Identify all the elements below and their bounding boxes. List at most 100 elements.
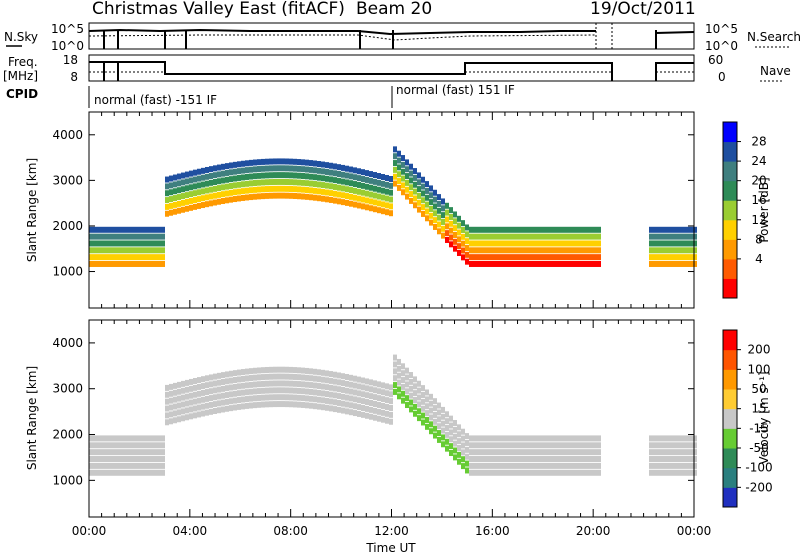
velocity-data-cell <box>581 442 585 449</box>
velocity-data-cell <box>373 387 377 394</box>
velocity-data-cell <box>553 435 557 442</box>
velocity-data-cell <box>469 469 473 476</box>
velocity-data-cell <box>189 385 193 392</box>
power-data-cell <box>649 240 653 247</box>
power-data-cell <box>561 240 565 247</box>
velocity-data-cell <box>497 449 501 456</box>
velocity-data-cell <box>305 395 309 402</box>
velocity-data-cell <box>225 398 229 405</box>
power-data-cell <box>417 179 421 186</box>
velocity-data-cell <box>253 395 257 402</box>
velocity-data-cell <box>481 462 485 469</box>
velocity-data-cell <box>257 374 261 381</box>
velocity-data-cell <box>481 456 485 463</box>
velocity-data-cell <box>197 377 201 384</box>
velocity-data-cell <box>305 374 309 381</box>
power-data-cell <box>497 240 501 247</box>
velocity-data-cell <box>445 431 449 438</box>
velocity-data-cell <box>353 396 357 403</box>
velocity-data-cell <box>489 469 493 476</box>
power-data-cell <box>677 260 681 267</box>
power-data-cell <box>565 260 569 267</box>
power-data-cell <box>377 173 381 180</box>
power-data-cell <box>205 173 209 180</box>
velocity-data-cell <box>593 435 597 442</box>
power-data-cell <box>249 194 253 201</box>
velocity-data-cell <box>469 449 473 456</box>
velocity-data-cell <box>361 404 365 411</box>
power-data-cell <box>521 233 525 240</box>
velocity-data-cell <box>577 469 581 476</box>
power-data-cell <box>305 166 309 173</box>
power-data-cell <box>401 168 405 175</box>
velocity-data-cell <box>457 458 461 465</box>
velocity-data-cell <box>245 375 249 382</box>
power-data-cell <box>125 254 129 261</box>
velocity-data-cell <box>161 449 165 456</box>
velocity-data-cell <box>109 456 113 463</box>
velocity-data-cell <box>285 387 289 394</box>
velocity-data-cell <box>393 375 397 382</box>
velocity-data-cell <box>681 449 685 456</box>
power-data-cell <box>129 233 133 240</box>
power-data-cell <box>145 233 149 240</box>
velocity-data-cell <box>537 462 541 469</box>
power-data-cell <box>529 233 533 240</box>
power-data-cell <box>129 247 133 254</box>
velocity-data-cell <box>309 402 313 409</box>
power-data-cell <box>345 179 349 186</box>
velocity-data-cell <box>445 425 449 432</box>
power-data-cell <box>253 173 257 180</box>
velocity-data-cell <box>349 409 353 416</box>
power-data-cell <box>89 233 93 240</box>
velocity-data-cell <box>325 404 329 411</box>
power-data-cell <box>409 170 413 177</box>
power-data-cell <box>557 247 561 254</box>
velocity-x-ticks: 00:00 04:00 08:00 12:00 16:00 20:00 00:00 <box>72 524 712 538</box>
power-data-cell <box>381 187 385 194</box>
power-data-cell <box>685 254 689 261</box>
power-data-cell <box>401 189 405 196</box>
power-data-cell <box>281 185 285 192</box>
velocity-data-cell <box>93 462 97 469</box>
velocity-data-cell <box>157 442 161 449</box>
power-data-cell <box>689 240 693 247</box>
power-data-cell <box>149 254 153 261</box>
noise-panel: N.Sky N.Search 10^5 10^0 10^5 10^0 <box>4 22 800 53</box>
velocity-data-cell <box>453 433 457 440</box>
power-data-cell <box>557 226 561 233</box>
power-data-cell <box>489 254 493 261</box>
velocity-data-cell <box>345 380 349 387</box>
velocity-data-cell <box>369 400 373 407</box>
nave-trace <box>89 71 694 75</box>
power-data-cell <box>121 226 125 233</box>
power-data-cell <box>141 247 145 254</box>
velocity-data-cell <box>369 379 373 386</box>
velocity-data-cell <box>257 388 261 395</box>
time-tick-label: 08:00 <box>273 524 308 538</box>
power-data-cell <box>573 260 577 267</box>
velocity-data-cell <box>153 449 157 456</box>
power-data-cell <box>177 173 181 180</box>
velocity-data-cell <box>521 469 525 476</box>
velocity-data-cell <box>213 387 217 394</box>
velocity-data-cell <box>649 435 653 442</box>
velocity-data-cell <box>89 456 93 463</box>
power-data-cell <box>125 247 129 254</box>
power-colorbar-swatch <box>723 219 737 240</box>
power-data-cell <box>237 181 241 188</box>
power-data-cell <box>157 226 161 233</box>
power-data-cell <box>261 193 265 200</box>
velocity-data-cell <box>377 408 381 415</box>
power-data-cell <box>393 173 397 180</box>
velocity-data-cell <box>209 381 213 388</box>
velocity-data-cell <box>337 372 341 379</box>
velocity-data-cell <box>237 376 241 383</box>
velocity-data-cell <box>389 411 393 418</box>
velocity-data-cell <box>409 372 413 379</box>
power-data-cell <box>261 179 265 186</box>
velocity-data-cell <box>245 396 249 403</box>
power-data-cell <box>353 181 357 188</box>
velocity-data-cell <box>273 380 277 387</box>
power-data-cell <box>317 167 321 174</box>
